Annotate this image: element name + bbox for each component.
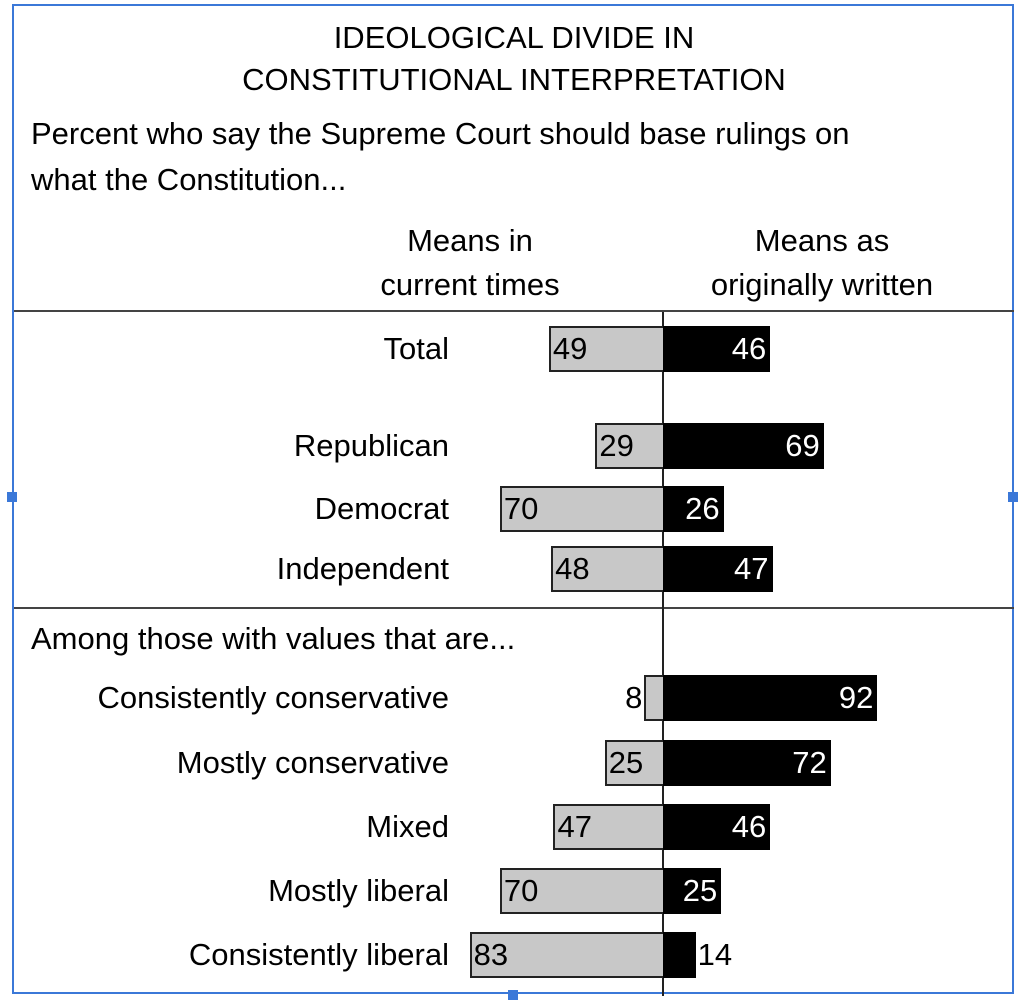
resize-handle-left[interactable] [7, 492, 17, 502]
value-label-originally-written: 25 [682, 873, 718, 908]
bar-current-times [553, 804, 663, 850]
value-label-originally-written: 69 [785, 428, 820, 463]
chart-title-line1: IDEOLOGICAL DIVIDE IN [333, 20, 695, 55]
zero-axis [662, 312, 664, 996]
right-header-line1: Means as [754, 223, 890, 258]
bar-current-times [548, 326, 663, 372]
bar-originally-written [663, 423, 824, 469]
category-label: Democrat [314, 491, 449, 526]
bar-current-times [595, 423, 663, 469]
header-divider [14, 310, 1014, 312]
category-label: Mostly conservative [176, 745, 449, 780]
value-label-originally-written: 26 [685, 491, 720, 526]
chart-title-line2: CONSTITUTIONAL INTERPRETATION [242, 62, 786, 97]
bar-current-times [644, 675, 663, 721]
value-label-current-times: 49 [552, 331, 588, 366]
value-label-originally-written: 72 [792, 745, 827, 780]
bar-originally-written [663, 675, 878, 721]
left-header-line1: Means in [407, 223, 533, 258]
bar-current-times [499, 486, 663, 532]
bar-originally-written [663, 804, 771, 850]
right-header-line2: originally written [710, 267, 934, 302]
bar-originally-written [663, 868, 722, 914]
bar-originally-written [663, 740, 831, 786]
bar-current-times [551, 546, 663, 592]
resize-handle-bottom[interactable] [508, 990, 518, 1000]
section-divider [14, 607, 1014, 609]
chart-subtitle-line1: Percent who say the Supreme Court should… [31, 116, 850, 151]
value-label-current-times: 48 [555, 551, 590, 586]
resize-handle-right[interactable] [1008, 492, 1018, 502]
category-label: Independent [276, 551, 449, 586]
bar-current-times [604, 740, 663, 786]
value-label-originally-written: 92 [838, 680, 874, 715]
value-label-current-times: 83 [473, 937, 509, 972]
bar-originally-written [663, 326, 771, 372]
bar-current-times [499, 868, 663, 914]
category-label: Consistently conservative [97, 680, 450, 715]
bar-current-times [469, 932, 663, 978]
bar-originally-written [663, 546, 773, 592]
value-label-originally-written: 46 [731, 331, 767, 366]
value-label-current-times: 25 [608, 745, 644, 780]
category-label: Consistently liberal [188, 937, 449, 972]
bar-originally-written [663, 486, 724, 532]
value-label-originally-written: 14 [697, 937, 733, 972]
bar-originally-written [663, 932, 696, 978]
category-label: Mixed [366, 809, 449, 844]
value-label-current-times: 47 [557, 809, 592, 844]
value-label-current-times: 70 [503, 491, 539, 526]
category-label: Republican [293, 428, 449, 463]
value-label-current-times: 29 [599, 428, 634, 463]
left-header-line2: current times [380, 267, 560, 302]
value-label-originally-written: 46 [731, 809, 767, 844]
section-label: Among those with values that are... [31, 621, 516, 656]
category-label: Mostly liberal [268, 873, 449, 908]
chart-subtitle-line2: what the Constitution... [31, 162, 347, 197]
value-label-current-times: 8 [625, 680, 643, 715]
value-label-originally-written: 47 [734, 551, 769, 586]
category-label: Total [383, 331, 449, 366]
value-label-current-times: 70 [503, 873, 539, 908]
